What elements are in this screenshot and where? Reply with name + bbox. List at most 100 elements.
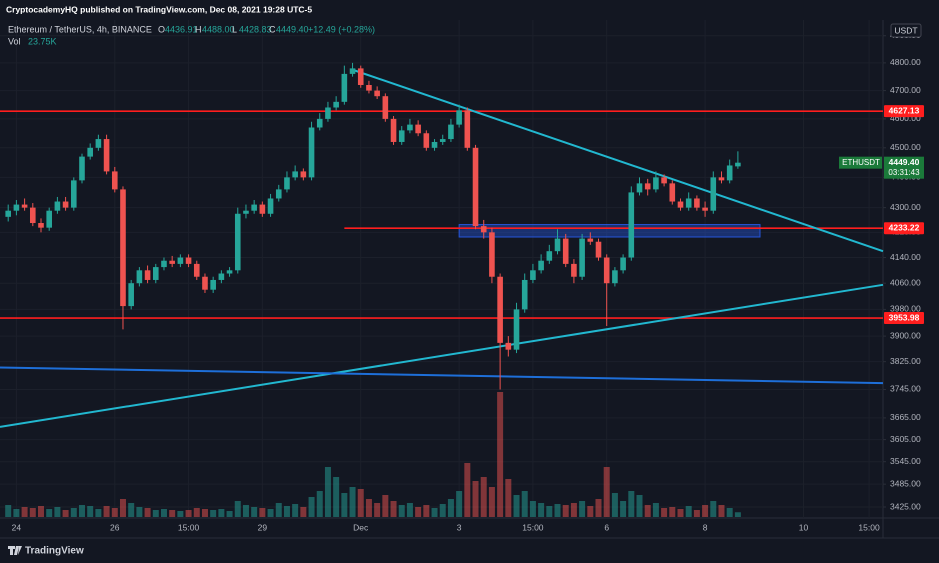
volume-bar	[210, 510, 217, 517]
volume-bar	[628, 491, 635, 517]
volume-bar	[341, 493, 348, 517]
candle-body	[144, 270, 151, 280]
y-tick-label: 3745.00	[890, 384, 921, 394]
volume-bar	[152, 510, 159, 517]
volume-bar	[70, 508, 77, 517]
candle-body	[472, 147, 479, 227]
volume-bar	[513, 495, 520, 517]
volume-bar	[275, 503, 282, 517]
candle-body	[480, 226, 487, 233]
x-tick-label: 29	[258, 522, 268, 532]
candle-body	[448, 124, 454, 140]
currency-tag	[890, 23, 922, 38]
volume-bar	[603, 467, 610, 517]
candle-body	[464, 110, 471, 148]
x-tick-label: 26	[110, 522, 120, 532]
legend-header: Ethereum / TetherUS, 4h, BINANCE Vol 23.…	[8, 24, 375, 46]
level-tag	[884, 312, 924, 325]
candle-body	[325, 107, 331, 119]
candle-body	[275, 189, 282, 199]
candle-body	[341, 73, 348, 102]
candle-body	[407, 124, 413, 131]
y-tick-label: 4700.00	[890, 85, 921, 95]
volume-bar	[136, 507, 143, 517]
candle-body	[111, 171, 118, 190]
candle-body	[612, 270, 618, 284]
volume-bar	[702, 505, 709, 517]
volume-bar	[661, 508, 668, 517]
candle-body	[562, 238, 569, 264]
volume-bar	[480, 477, 487, 517]
ohlc-value: 4488.00	[202, 24, 235, 34]
volume-bar	[587, 506, 594, 517]
volume-bar	[685, 506, 692, 517]
candle-body	[95, 139, 102, 148]
candle-body	[316, 118, 323, 128]
volume-bar	[611, 493, 618, 517]
candle-body	[439, 139, 446, 142]
volume-bar	[423, 505, 430, 517]
candle-body	[218, 273, 225, 280]
candle-body	[70, 180, 77, 208]
volume-value: 23.75K	[28, 36, 57, 46]
candle-body	[210, 279, 216, 290]
candle-body	[382, 96, 389, 119]
level-tag	[884, 105, 924, 118]
candle-body	[5, 210, 11, 217]
candle-body	[636, 183, 643, 193]
volume-bar	[333, 477, 340, 517]
candle-body	[669, 183, 676, 202]
volume-bar	[251, 507, 258, 517]
candle-body	[366, 84, 372, 91]
volume-bar	[669, 507, 676, 517]
volume-bar	[431, 508, 438, 517]
candle-body	[87, 147, 93, 157]
axis-layer: 3425.00 3485.00 3545.00 3605.00 3665.00 3745.…	[12, 23, 924, 532]
volume-bar	[579, 501, 586, 517]
candle-layer	[5, 62, 741, 390]
volume-bar	[46, 509, 53, 517]
candle-body	[333, 101, 339, 108]
x-tick-label: Dec	[353, 522, 369, 532]
candle-body	[661, 177, 667, 184]
price-tag	[884, 156, 924, 179]
candle-body	[497, 276, 503, 343]
trend-line	[352, 68, 884, 253]
candle-body	[21, 204, 28, 208]
candle-body	[489, 232, 495, 277]
candle-body	[152, 267, 159, 280]
volume-bar	[300, 507, 307, 517]
candle-body	[702, 207, 708, 211]
volume-bar	[652, 503, 659, 517]
volume-bar	[177, 511, 184, 517]
candle-body	[169, 260, 175, 264]
y-tick-label: 3485.00	[890, 478, 921, 488]
volume-bar	[447, 499, 454, 517]
candle-body	[284, 177, 290, 190]
y-tick-label: 3900.00	[890, 330, 921, 340]
volume-bar	[415, 507, 422, 517]
volume-bar	[292, 504, 299, 517]
symbol-tag-label: ETHUSDT	[842, 158, 880, 167]
zone	[458, 224, 761, 238]
volume-bar	[538, 503, 545, 517]
candle-body	[243, 210, 249, 214]
volume-bar	[374, 503, 381, 517]
volume-bar	[570, 503, 577, 517]
volume-bar	[201, 509, 208, 517]
volume-bar	[505, 479, 512, 517]
x-tick-label: 10	[799, 522, 809, 532]
price-tag-label: 4449.40	[889, 157, 920, 167]
volume-bar	[718, 505, 725, 517]
candle-body	[177, 257, 184, 264]
volume-bar	[5, 505, 12, 517]
candle-body	[423, 133, 430, 148]
volume-bar	[218, 509, 225, 517]
volume-bar	[726, 508, 733, 517]
volume-bar	[734, 512, 741, 517]
candle-body	[398, 130, 405, 142]
candle-body	[521, 279, 528, 310]
candle-body	[193, 263, 200, 277]
candle-body	[103, 139, 110, 172]
